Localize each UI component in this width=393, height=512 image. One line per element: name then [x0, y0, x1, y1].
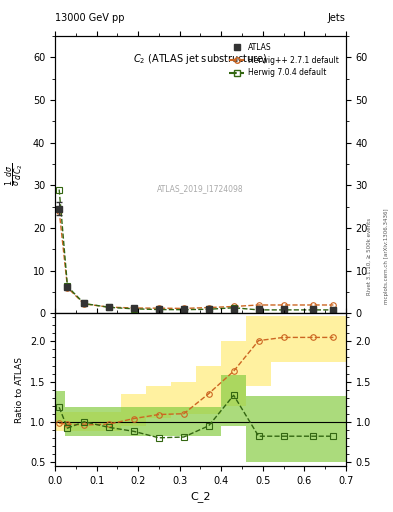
Text: $C_2$ (ATLAS jet substructure): $C_2$ (ATLAS jet substructure)	[133, 53, 268, 67]
Text: Rivet 3.1.10, ≥ 500k events: Rivet 3.1.10, ≥ 500k events	[366, 218, 371, 294]
X-axis label: C_2: C_2	[190, 491, 211, 502]
Y-axis label: $\frac{1}{\sigma}\frac{d\sigma}{d\,C_2}$: $\frac{1}{\sigma}\frac{d\sigma}{d\,C_2}$	[3, 163, 26, 186]
Legend: ATLAS, Herwig++ 2.7.1 default, Herwig 7.0.4 default: ATLAS, Herwig++ 2.7.1 default, Herwig 7.…	[226, 39, 342, 80]
Text: ATLAS_2019_I1724098: ATLAS_2019_I1724098	[157, 184, 244, 193]
Y-axis label: Ratio to ATLAS: Ratio to ATLAS	[15, 357, 24, 422]
Text: 13000 GeV pp: 13000 GeV pp	[55, 13, 125, 23]
Text: mcplots.cern.ch [arXiv:1306.3436]: mcplots.cern.ch [arXiv:1306.3436]	[384, 208, 389, 304]
Text: Jets: Jets	[328, 13, 346, 23]
